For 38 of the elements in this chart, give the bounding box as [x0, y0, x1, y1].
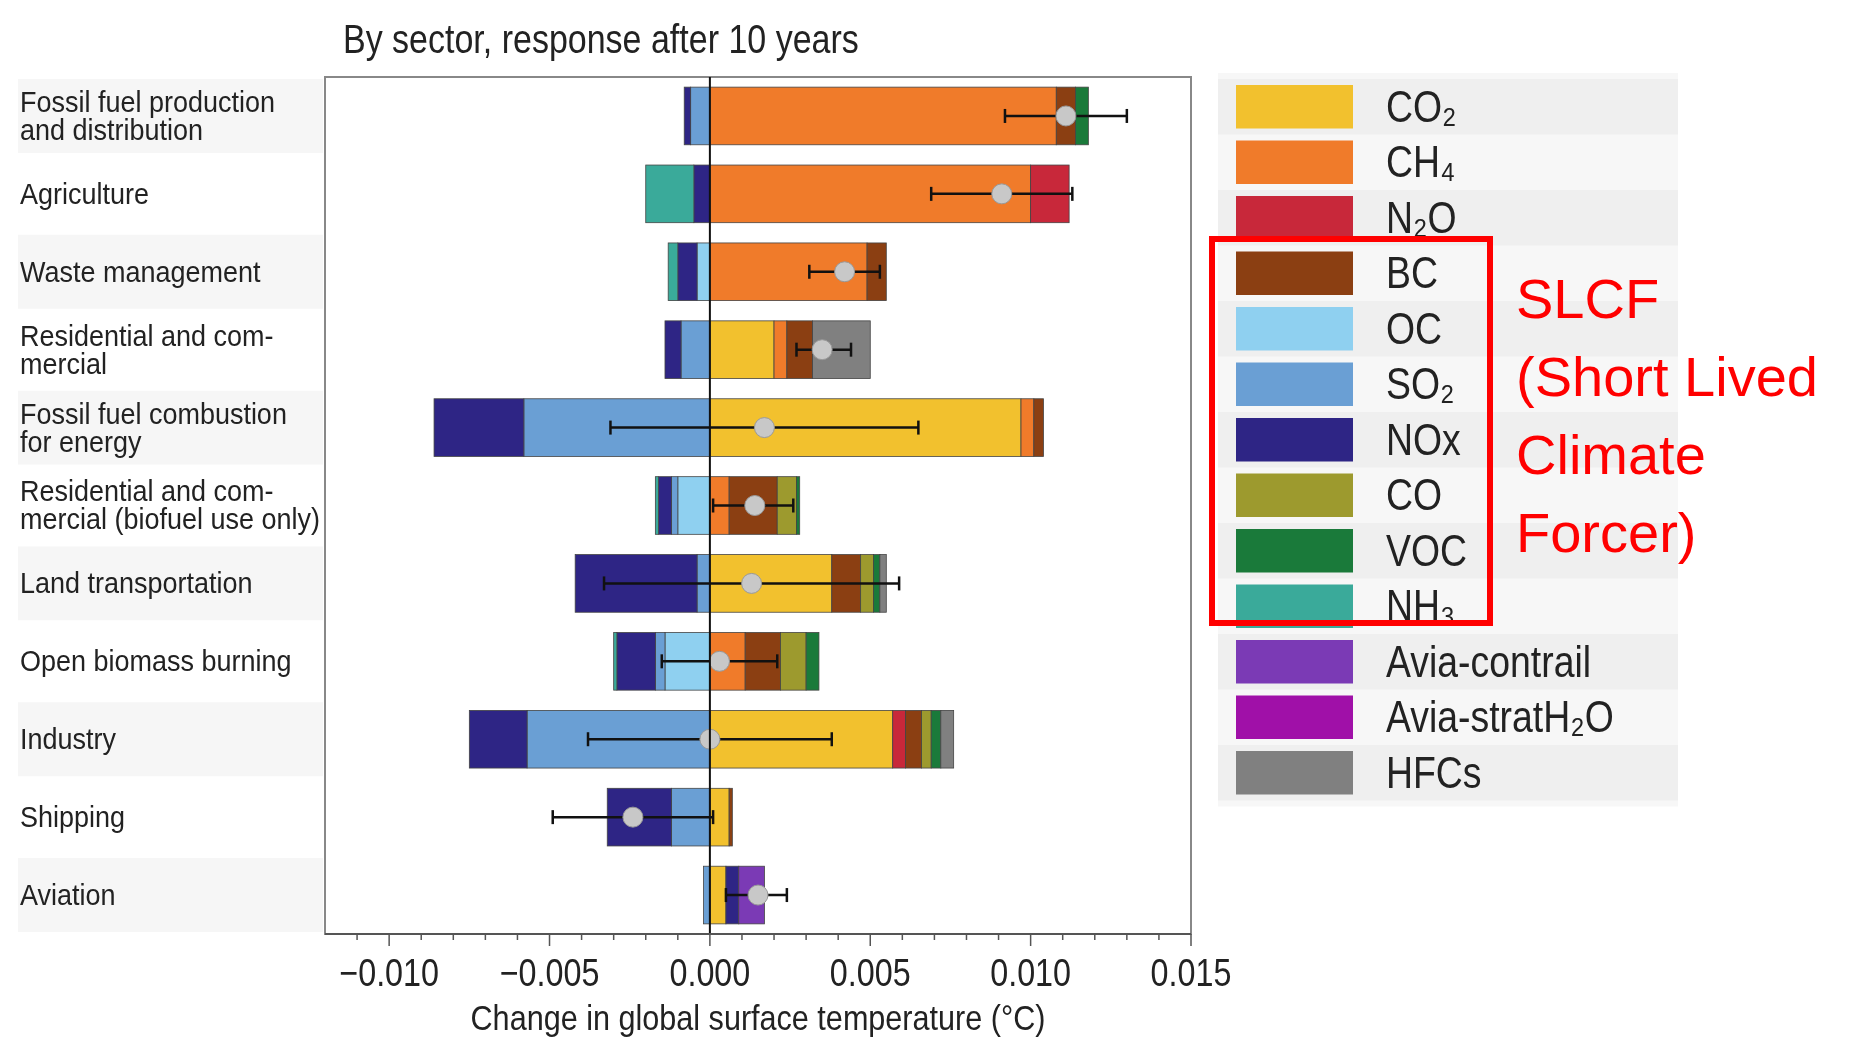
y-tick-label: Fossil fuel combustion for energy	[20, 396, 287, 458]
y-tick-label: Waste management	[20, 254, 261, 289]
point	[834, 261, 856, 283]
text: SLCF (Short Lived Climate Forcer)	[1516, 267, 1818, 564]
x-axis-title: Change in global surface temperature (°C)	[470, 997, 1046, 1038]
legend-label: NOx	[1386, 415, 1461, 465]
y-tick-label: Industry	[20, 721, 117, 756]
legend-label: HFCs	[1386, 748, 1482, 798]
x-tick-label: −0.005	[499, 951, 600, 994]
y-tick-label: Open biomass burning	[20, 643, 292, 678]
y-tick-label: Land transportation	[20, 566, 253, 600]
y-tick-label: Aviation	[20, 877, 116, 912]
y-tick-label: Residential and com- mercial	[20, 318, 274, 380]
x-tick-label: 0.015	[1150, 951, 1232, 994]
chart-title: By sector, response after 10 years	[343, 16, 859, 62]
legend-label: Avia-stratH₂O	[1386, 692, 1614, 743]
legend-label: CO	[1386, 470, 1443, 521]
point	[741, 572, 763, 594]
legend-label: CO₂	[1386, 82, 1457, 132]
legend-label: VOC	[1386, 526, 1468, 576]
y-tick-label: Agriculture	[20, 176, 149, 211]
point	[1055, 105, 1077, 127]
legend-label: SO₂	[1386, 359, 1455, 410]
point	[991, 183, 1013, 205]
x-tick-label: 0.000	[669, 951, 751, 994]
legend-label: N₂O	[1386, 193, 1457, 243]
y-tick-label: Residential and com- mercial (biofuel use only)	[20, 474, 320, 536]
legend-label: BC	[1386, 248, 1438, 299]
legend-label: Avia-contrail	[1386, 637, 1592, 687]
x-tick-label: 0.010	[990, 951, 1072, 994]
x-tick-label: −0.010	[339, 951, 439, 994]
point	[811, 339, 833, 361]
y-tick-label: Fossil fuel production and distribution	[20, 84, 275, 147]
point	[753, 417, 775, 439]
legend-label: CH₄	[1386, 137, 1456, 188]
x-tick-label: 0.005	[829, 951, 911, 994]
y-tick-label: Shipping	[20, 799, 126, 834]
legend-label: OC	[1386, 304, 1443, 354]
